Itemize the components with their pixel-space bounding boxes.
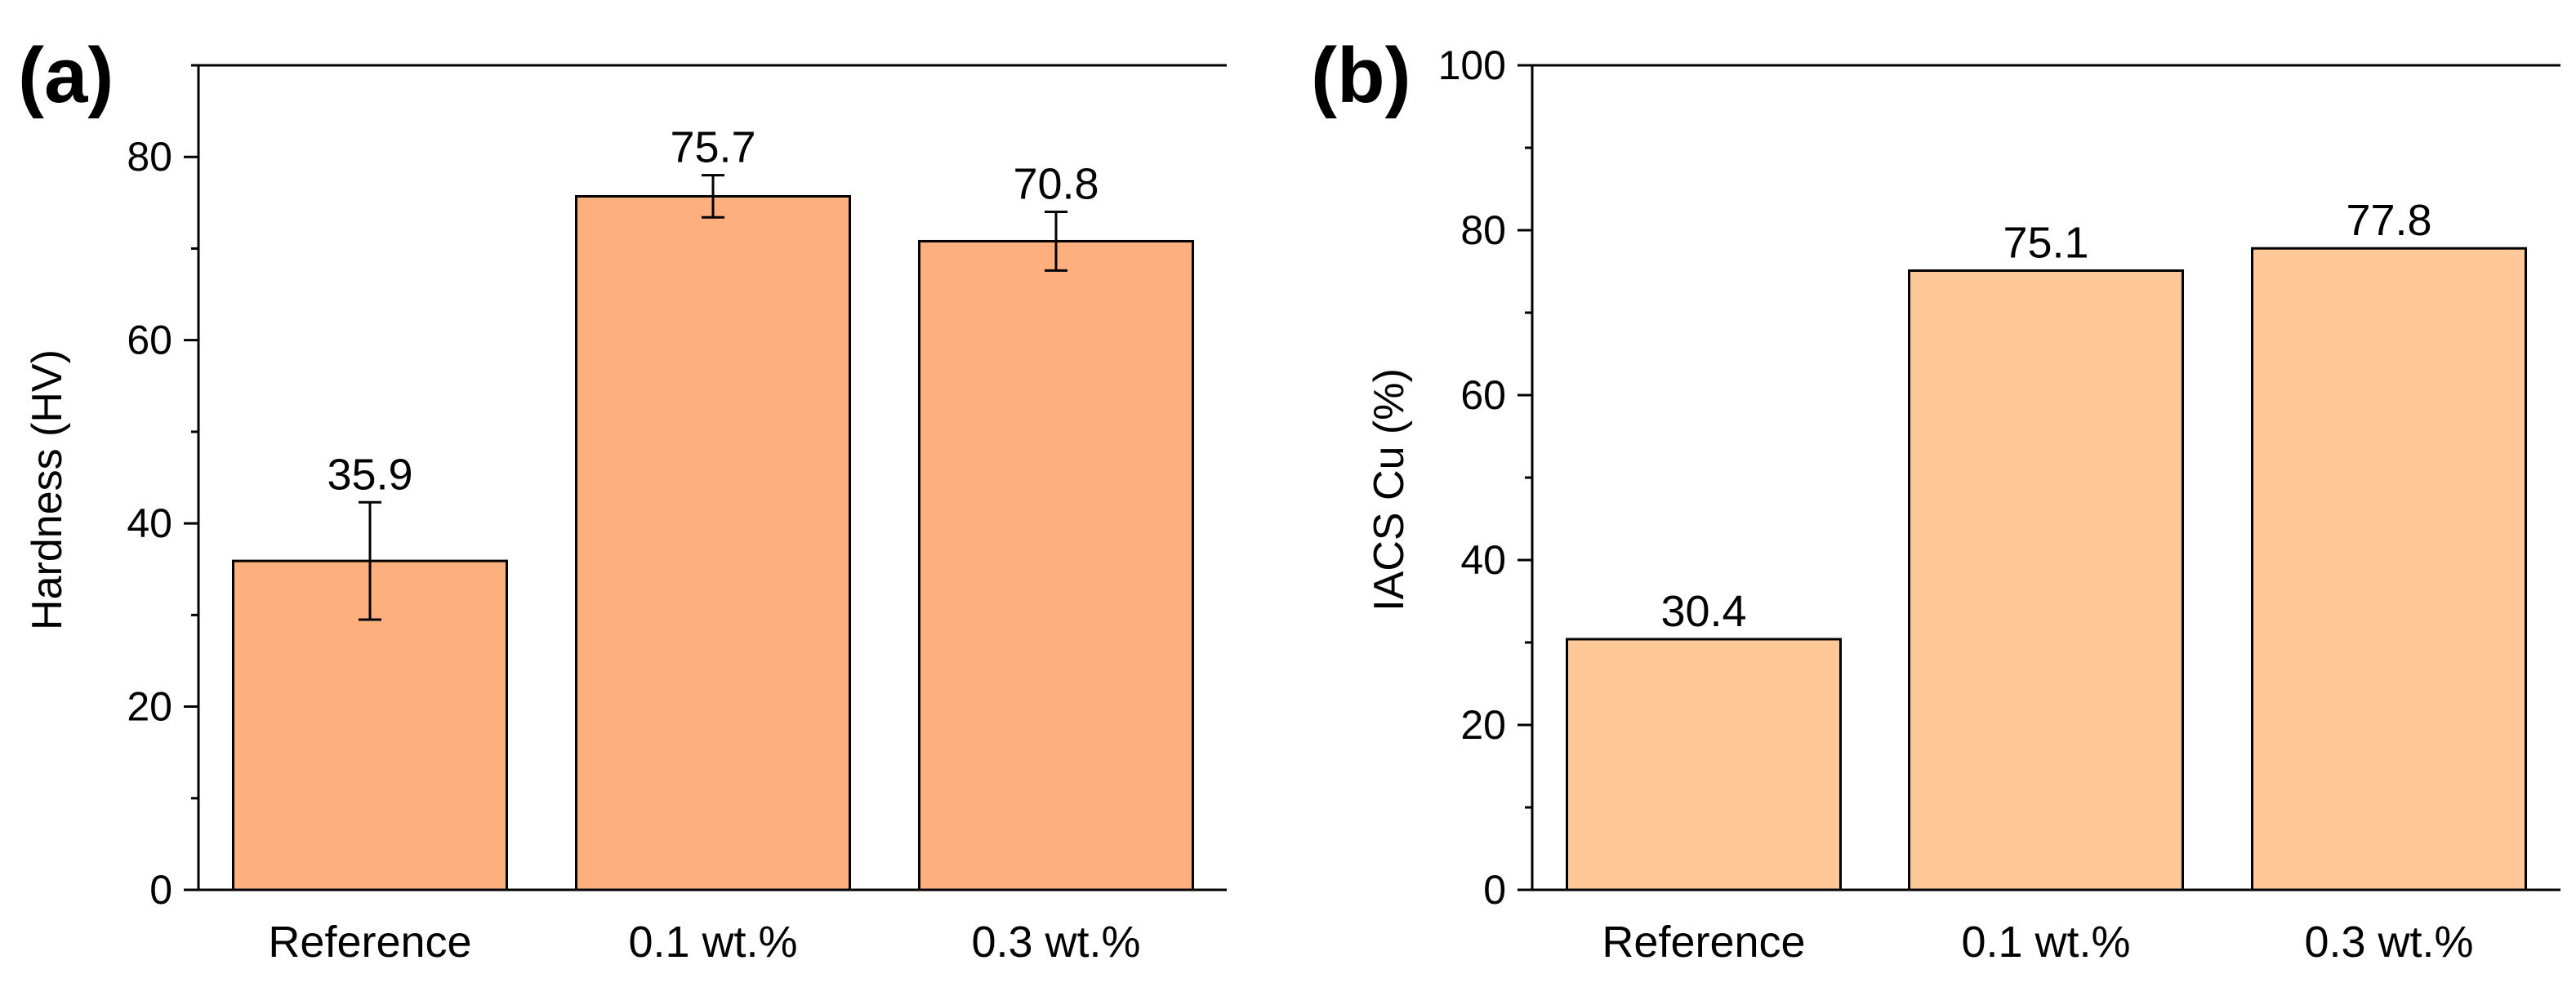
panel-a-y-tick-label: 60 xyxy=(127,318,172,363)
panel-b-x-tick-label-1: 0.1 wt.% xyxy=(1961,918,2130,967)
panel-a-data-label-2: 70.8 xyxy=(1013,160,1099,209)
panel-a-y-tick-label: 40 xyxy=(127,500,172,546)
panel-a-x-tick-label-0: Reference xyxy=(268,918,471,967)
panel-a-y-tick-label: 80 xyxy=(127,134,172,180)
panel-b-label: (b) xyxy=(1311,32,1411,119)
panel-b-iacs-chart: (b) IACS Cu (%) 30.4 75.1 77.8 0 20 40 60 80 100… xyxy=(1311,32,2560,967)
panel-a-bar-2 xyxy=(918,239,1194,891)
panel-b-y-tick-label: 80 xyxy=(1460,207,1506,253)
panel-a-label: (a) xyxy=(18,32,114,119)
panel-a-y-tick-label: 0 xyxy=(149,867,172,913)
panel-b-y-tick-label: 40 xyxy=(1460,537,1506,583)
panel-a-x-tick-label-1: 0.1 wt.% xyxy=(628,918,797,967)
panel-b-x-tick-label-0: Reference xyxy=(1602,918,1805,967)
panel-b-x-tick-label-2: 0.3 wt.% xyxy=(2304,918,2473,967)
panel-b-bar-0 xyxy=(1566,638,1842,891)
panel-a-y-tick-label: 20 xyxy=(127,684,172,730)
panel-a-bar-1 xyxy=(575,194,851,891)
panel-a-hardness-chart: (a) Hardness (HV) 35.9 75.7 70.8 0 20 40 60 80 R… xyxy=(18,32,1227,967)
panel-b-data-label-1: 75.1 xyxy=(2003,218,2088,267)
panel-b-y-axis-label: IACS Cu (%) xyxy=(1366,368,1413,611)
panel-b-data-label-0: 30.4 xyxy=(1660,587,1746,636)
panel-b-bar-2 xyxy=(2251,247,2527,891)
panel-b-bar-1 xyxy=(1908,269,2184,891)
panel-b-y-tick-label: 60 xyxy=(1460,372,1506,418)
panel-a-data-label-0: 35.9 xyxy=(327,450,412,499)
panel-a-x-tick-label-2: 0.3 wt.% xyxy=(971,918,1140,967)
panel-b-y-tick-label: 100 xyxy=(1438,42,1506,88)
panel-b-y-tick-label: 20 xyxy=(1460,702,1506,748)
panel-a-data-label-1: 75.7 xyxy=(670,123,755,172)
panel-a-y-axis-label: Hardness (HV) xyxy=(24,349,71,630)
panel-b-y-tick-label: 0 xyxy=(1483,867,1506,913)
panel-b-data-label-2: 77.8 xyxy=(2346,196,2431,245)
